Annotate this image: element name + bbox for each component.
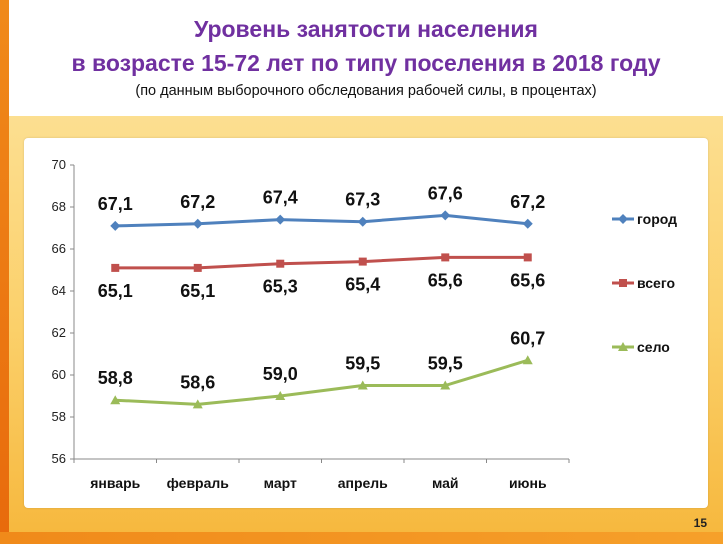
data-point bbox=[440, 380, 451, 390]
data-label: 67,4 bbox=[263, 188, 298, 208]
x-tick-label: июнь bbox=[509, 475, 547, 491]
legend-label: всего bbox=[637, 275, 675, 291]
data-point bbox=[110, 395, 121, 405]
y-tick-label: 66 bbox=[52, 241, 66, 256]
series-line-1 bbox=[115, 255, 528, 270]
x-tick-label: февраль bbox=[167, 475, 230, 491]
header: Уровень занятости населения в возрасте 1… bbox=[9, 0, 723, 116]
y-tick-label: 60 bbox=[52, 367, 66, 382]
data-point bbox=[193, 263, 202, 272]
series-line-0 bbox=[115, 213, 528, 228]
data-point bbox=[275, 214, 286, 225]
data-point bbox=[522, 355, 533, 365]
data-label: 67,6 bbox=[428, 183, 463, 203]
data-label: 67,1 bbox=[98, 194, 133, 214]
data-label: 58,6 bbox=[180, 372, 215, 392]
data-label: 59,5 bbox=[345, 354, 380, 374]
data-point bbox=[192, 399, 203, 409]
x-tick-label: апрель bbox=[338, 475, 388, 491]
data-label: 65,6 bbox=[510, 270, 545, 290]
x-tick-label: январь bbox=[90, 475, 140, 491]
data-point bbox=[110, 220, 121, 231]
y-tick-label: 62 bbox=[52, 325, 66, 340]
y-tick-label: 68 bbox=[52, 199, 66, 214]
bottom-accent-bar bbox=[0, 532, 723, 544]
x-tick-label: май bbox=[432, 475, 459, 491]
data-point bbox=[358, 257, 367, 266]
y-tick-label: 70 bbox=[52, 157, 66, 172]
data-point bbox=[111, 263, 120, 272]
data-label: 65,1 bbox=[180, 281, 215, 301]
title-line-2: в возрасте 15-72 лет по типу поселения в… bbox=[71, 50, 661, 76]
data-label: 65,3 bbox=[263, 277, 298, 297]
page-number: 15 bbox=[693, 516, 707, 530]
data-point bbox=[357, 380, 368, 390]
data-point bbox=[276, 259, 285, 268]
data-label: 60,7 bbox=[510, 328, 545, 348]
y-tick-label: 56 bbox=[52, 451, 66, 466]
chart-card: 56 58 60 62 64 66 68 70 январь февраль март апрель м… bbox=[24, 138, 708, 508]
title-line-1: Уровень занятости населения bbox=[194, 16, 538, 42]
data-point bbox=[523, 253, 532, 262]
y-tick-label: 64 bbox=[52, 283, 66, 298]
line-chart: 56 58 60 62 64 66 68 70 январь февраль март апрель м… bbox=[52, 157, 678, 491]
data-point bbox=[357, 216, 368, 227]
data-label: 67,2 bbox=[180, 192, 215, 212]
legend-marker bbox=[619, 279, 627, 287]
data-label: 67,2 bbox=[510, 192, 545, 212]
x-tick-label: март bbox=[264, 475, 297, 491]
data-label: 65,4 bbox=[345, 275, 380, 295]
series-line-2 bbox=[115, 358, 529, 406]
data-point bbox=[275, 391, 286, 400]
data-label: 65,6 bbox=[428, 270, 463, 290]
data-label: 65,1 bbox=[98, 281, 133, 301]
data-point bbox=[192, 218, 203, 229]
data-label: 59,5 bbox=[428, 354, 463, 374]
legend-marker bbox=[618, 214, 628, 224]
subtitle: (по данным выборочного обследования рабо… bbox=[135, 83, 597, 99]
data-label: 67,3 bbox=[345, 190, 380, 210]
legend-label: город bbox=[637, 211, 677, 227]
y-tick-label: 58 bbox=[52, 409, 66, 424]
left-accent-bar bbox=[0, 0, 9, 544]
data-point bbox=[440, 210, 451, 221]
data-label: 58,8 bbox=[98, 368, 133, 388]
data-label: 59,0 bbox=[263, 364, 298, 384]
legend-label: село bbox=[637, 339, 670, 355]
legend-marker bbox=[618, 342, 628, 351]
data-point bbox=[522, 218, 533, 229]
data-point bbox=[441, 253, 450, 262]
